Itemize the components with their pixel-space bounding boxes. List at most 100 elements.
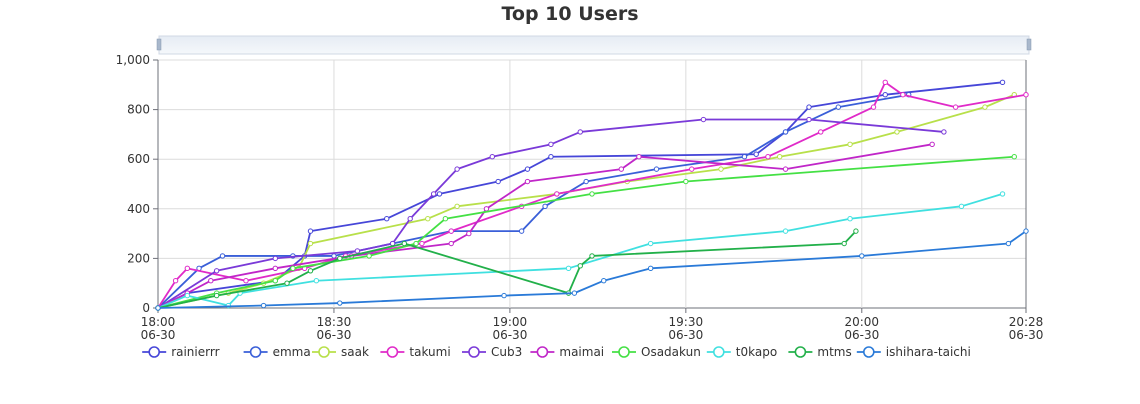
data-point (307, 228, 314, 234)
data-point (172, 278, 179, 284)
zoom-handle-right[interactable] (1026, 38, 1032, 51)
zoom-handle-left[interactable] (156, 38, 162, 51)
y-tick-label: 800 (127, 103, 150, 117)
x-tick-label: 20:00 (844, 315, 879, 329)
data-point (542, 203, 548, 210)
data-point (307, 240, 314, 247)
data-point (882, 92, 888, 98)
x-tick-label: 18:30 (317, 315, 352, 329)
legend-marker-icon (148, 346, 160, 358)
data-point (782, 228, 789, 234)
legend-item-saak[interactable]: saak (312, 345, 369, 359)
data-point (331, 253, 337, 259)
data-point (219, 253, 226, 259)
data-point (448, 240, 454, 247)
data-point (929, 141, 935, 148)
data-point (430, 191, 437, 197)
series-t0kapo (155, 191, 1006, 311)
data-point (571, 290, 578, 296)
legend-item-maimai[interactable]: maimai (530, 345, 604, 359)
series-line (157, 118, 944, 309)
legend-label: saak (341, 345, 369, 359)
data-point (900, 92, 906, 98)
data-point (583, 178, 589, 185)
chart-series (155, 79, 1029, 311)
series-line (157, 230, 857, 309)
data-point (647, 265, 654, 272)
data-point (982, 104, 988, 110)
data-point (290, 265, 296, 272)
data-point (782, 129, 789, 135)
series-mtms (155, 228, 859, 311)
legend-item-Cub3[interactable]: Cub3 (462, 345, 522, 359)
legend-marker-icon (468, 346, 480, 358)
data-point (407, 216, 413, 222)
series-Osadakun (155, 154, 1017, 311)
data-point (689, 166, 695, 172)
legend-label: ishihara-taichi (886, 345, 971, 359)
data-point (337, 255, 343, 262)
data-point (337, 300, 343, 306)
x-tick-date-label: 06-30 (1009, 328, 1044, 342)
data-point (454, 203, 460, 210)
data-point (184, 292, 191, 299)
x-tick-label: 18:00 (141, 315, 176, 329)
legend-item-rainierrr[interactable]: rainierrr (142, 345, 220, 359)
data-point (870, 104, 877, 110)
data-point (554, 191, 560, 197)
series-line (157, 230, 1027, 309)
x-tick-date-label: 06-30 (492, 328, 527, 342)
legend-marker-icon (712, 346, 725, 358)
zoom-slider[interactable] (156, 35, 1032, 55)
data-point (683, 178, 689, 185)
data-point (999, 191, 1006, 197)
legend-item-mtms[interactable]: mtms (788, 345, 852, 359)
legend-marker-icon (536, 346, 549, 358)
legend-label: maimai (559, 345, 604, 359)
legend-label: Cub3 (491, 345, 522, 359)
data-point (894, 129, 900, 135)
data-point (272, 278, 278, 284)
data-point (577, 263, 583, 269)
legend-item-emma[interactable]: emma (243, 345, 311, 359)
data-point (284, 280, 290, 286)
data-point (1023, 92, 1029, 98)
data-point (776, 154, 783, 160)
series-ishihara-taichi (155, 228, 1029, 311)
data-point (272, 255, 278, 262)
legend-marker-icon (618, 346, 630, 358)
data-point (442, 216, 449, 222)
data-point (958, 203, 965, 210)
series-saak (155, 92, 1017, 311)
legend-item-Osadakun[interactable]: Osadakun (612, 345, 701, 359)
zoom-slider-track (158, 35, 1030, 55)
data-point (184, 265, 191, 272)
y-tick-label: 600 (127, 152, 150, 166)
data-point (806, 104, 812, 110)
data-point (518, 228, 525, 234)
data-point (999, 79, 1006, 86)
data-point (483, 206, 490, 212)
data-point (601, 278, 607, 284)
data-point (548, 141, 554, 148)
data-point (565, 265, 572, 272)
data-point (260, 302, 267, 309)
data-point (413, 240, 419, 247)
data-point (454, 166, 460, 172)
data-point (847, 216, 853, 222)
data-point (524, 166, 531, 172)
legend-item-t0kapo[interactable]: t0kapo (706, 345, 777, 359)
legend-item-ishihara-taichi[interactable]: ishihara-taichi (856, 345, 971, 359)
legend-marker-icon (862, 346, 875, 358)
data-point (213, 292, 220, 299)
data-point (489, 154, 495, 160)
legend-marker-icon (794, 346, 807, 358)
legend-label: t0kapo (736, 345, 777, 359)
data-point (847, 141, 853, 148)
data-point (741, 154, 748, 160)
legend-item-takumi[interactable]: takumi (380, 345, 451, 359)
chart-legend[interactable]: rainierrr emma saak takumi Cub3 maimai Osadaku… (142, 345, 971, 359)
data-point (213, 268, 220, 274)
